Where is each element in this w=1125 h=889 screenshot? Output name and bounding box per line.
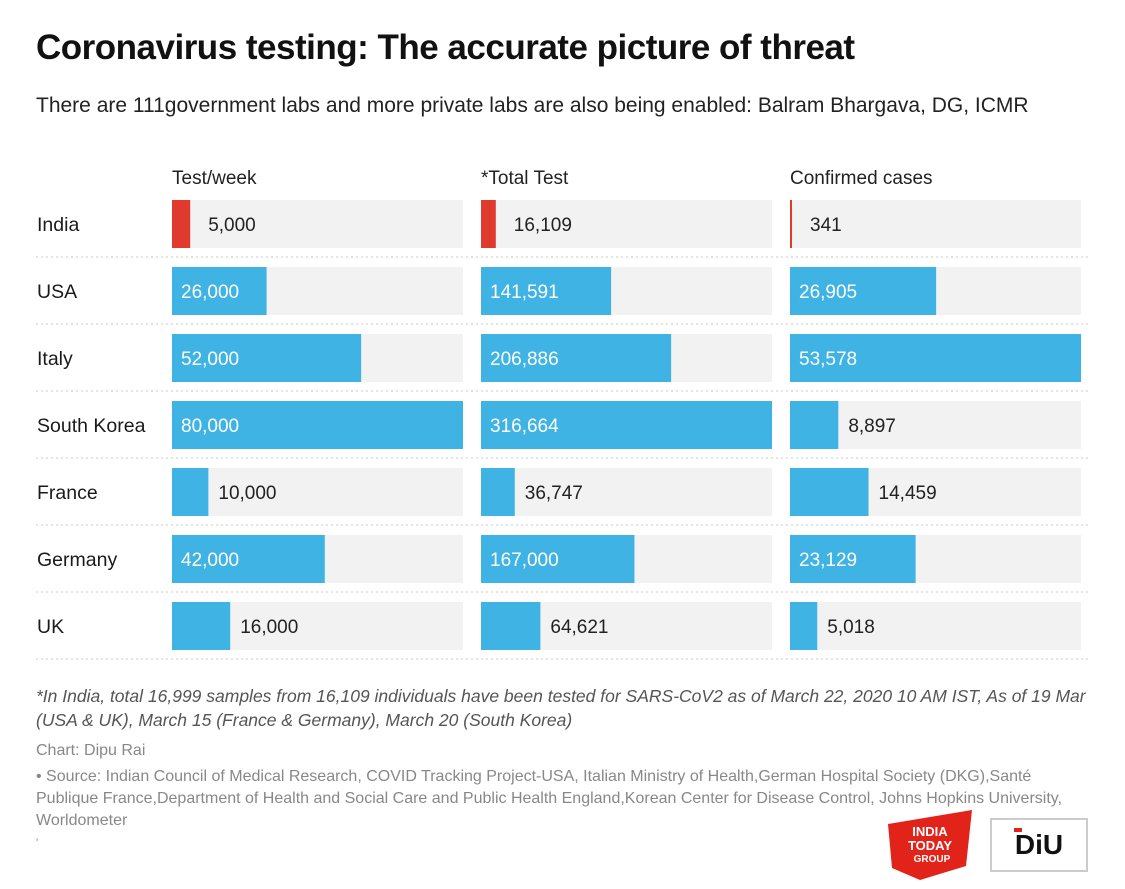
bar-uk-0 (172, 602, 231, 650)
bar-value-label: 5,018 (827, 617, 875, 638)
bar-track (172, 200, 463, 248)
diu-logo: DiU (990, 818, 1088, 872)
bar-value-label: 14,459 (879, 483, 937, 504)
bar-value-label: 23,129 (799, 550, 857, 571)
bar-value-label: 341 (810, 215, 842, 236)
category-label-usa: USA (37, 281, 77, 303)
bar-track (790, 200, 1081, 248)
stray-mark: ' (36, 836, 39, 850)
bar-france-0 (172, 468, 209, 516)
bar-france-2 (790, 468, 869, 516)
bar-south-korea-2 (790, 401, 839, 449)
category-label-france: France (37, 482, 98, 504)
bar-track (481, 200, 772, 248)
bar-value-label: 26,905 (799, 282, 857, 303)
column-header-test-week: Test/week (172, 168, 257, 189)
category-label-italy: Italy (37, 348, 73, 370)
bar-value-label: 64,621 (550, 617, 608, 638)
category-label-germany: Germany (37, 549, 117, 571)
bar-value-label: 26,000 (181, 282, 239, 303)
bar-value-label: 5,000 (208, 215, 256, 236)
bar-value-label: 206,886 (490, 349, 559, 370)
india-today-group-logo: INDIA TODAY GROUP (888, 810, 972, 880)
bar-chart: India 5,000 16,109 341 USA 26,000 141,591 26,90… (36, 200, 1088, 660)
chart-title: Coronavirus testing: The accurate pictur… (36, 28, 855, 67)
bar-track (172, 468, 463, 516)
logo-text-line: INDIA (912, 824, 948, 839)
bar-value-label: 141,591 (490, 282, 559, 303)
bar-germany-2 (790, 535, 916, 583)
bar-value-label: 36,747 (525, 483, 583, 504)
bar-value-label: 53,578 (799, 349, 857, 370)
column-header-total-test: *Total Test (481, 168, 569, 189)
source-note: • Source: Indian Council of Medical Rese… (36, 768, 1063, 829)
bar-value-label: 316,664 (490, 416, 559, 437)
bar-south-korea-1 (481, 401, 772, 449)
bar-usa-2 (790, 267, 937, 315)
bar-uk-1 (481, 602, 541, 650)
bar-track (481, 468, 772, 516)
logo-text: DiU (1015, 829, 1063, 860)
category-label-uk: UK (37, 616, 64, 638)
bar-value-label: 167,000 (490, 550, 559, 571)
bar-value-label: 80,000 (181, 416, 239, 437)
category-label-south-korea: South Korea (37, 415, 146, 437)
bar-france-1 (481, 468, 515, 516)
bar-germany-1 (481, 535, 635, 583)
bar-usa-1 (481, 267, 612, 315)
bar-india-2 (790, 200, 792, 248)
bar-italy-2 (790, 334, 1081, 382)
logo-text-line: TODAY (908, 838, 952, 853)
footnote: *In India, total 16,999 samples from 16,… (36, 686, 1086, 730)
chart-subtitle: There are 111government labs and more pr… (36, 94, 1029, 117)
bar-italy-0 (172, 334, 362, 382)
bar-india-1 (481, 200, 496, 248)
bar-india-0 (172, 200, 191, 248)
chart-credit: Chart: Dipu Rai (36, 742, 146, 759)
bar-track (790, 602, 1081, 650)
bar-value-label: 8,897 (848, 416, 896, 437)
bar-value-label: 52,000 (181, 349, 239, 370)
bar-value-label: 10,000 (218, 483, 276, 504)
bar-usa-0 (172, 267, 267, 315)
bar-value-label: 16,109 (514, 215, 572, 236)
bar-value-label: 42,000 (181, 550, 239, 571)
bar-south-korea-0 (172, 401, 463, 449)
bar-germany-0 (172, 535, 325, 583)
bar-track (790, 401, 1081, 449)
bar-italy-1 (481, 334, 672, 382)
bar-uk-2 (790, 602, 818, 650)
bar-value-label: 16,000 (240, 617, 298, 638)
column-header-confirmed-cases: Confirmed cases (790, 168, 933, 189)
logo-text-line: GROUP (914, 854, 951, 865)
category-label-india: India (37, 214, 79, 236)
